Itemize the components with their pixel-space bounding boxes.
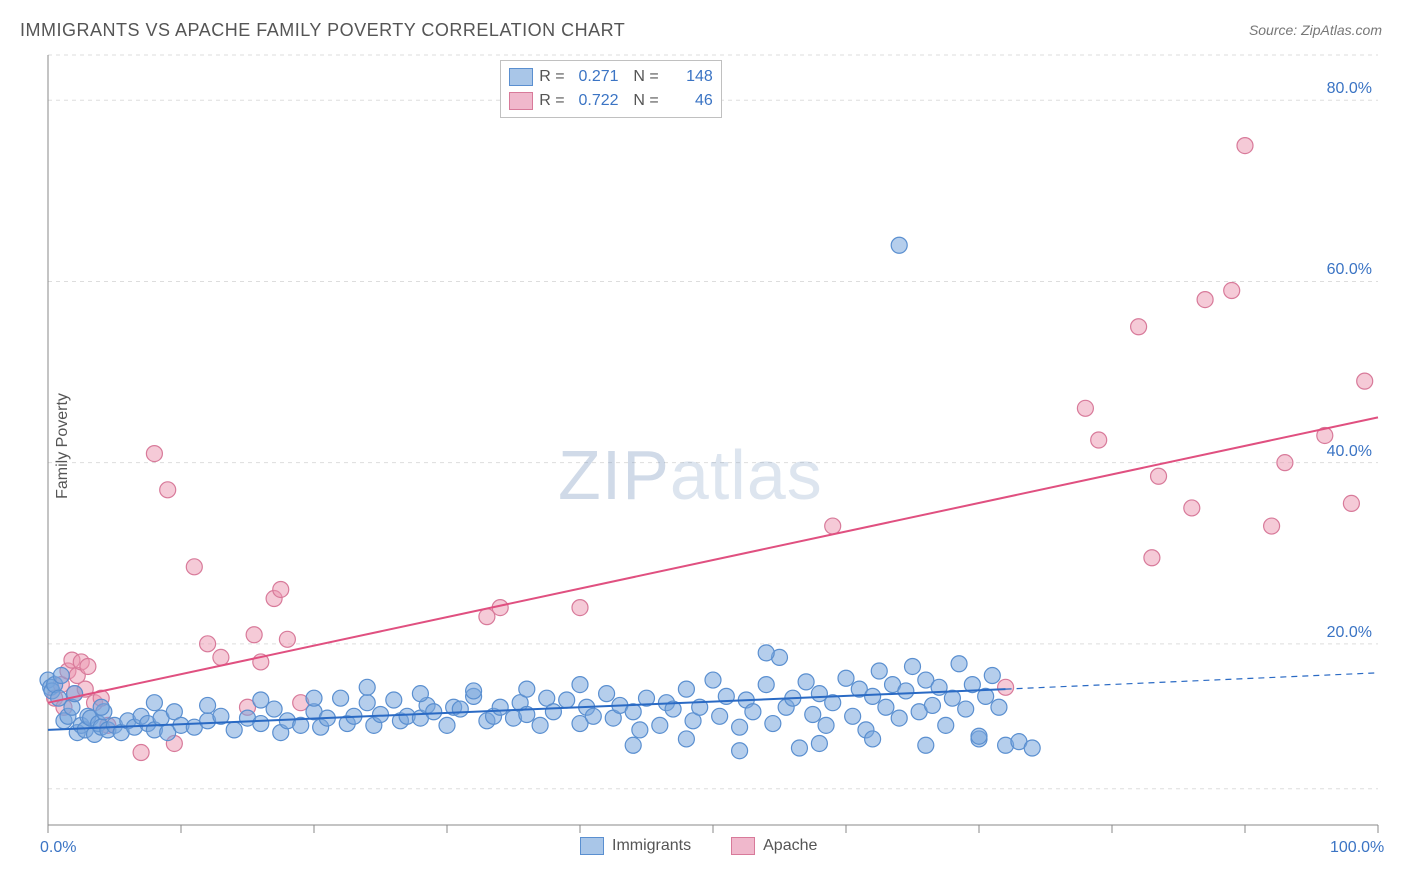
stat-legend: R = 0.271 N = 148 R = 0.722 N = 46	[500, 60, 722, 118]
legend-swatch	[509, 68, 533, 86]
y-tick-label: 20.0%	[1327, 624, 1372, 642]
source-label: Source: ZipAtlas.com	[1249, 22, 1382, 38]
stat-n-label: N =	[625, 92, 659, 110]
legend-label: Immigrants	[612, 837, 691, 855]
stat-r-label: R =	[539, 68, 564, 86]
chart-container: IMMIGRANTS VS APACHE FAMILY POVERTY CORR…	[0, 0, 1406, 892]
bottom-legend: Immigrants Apache	[580, 837, 817, 855]
chart-title: IMMIGRANTS VS APACHE FAMILY POVERTY CORR…	[20, 20, 625, 41]
y-tick-label: 80.0%	[1327, 80, 1372, 98]
chart-svg	[48, 55, 1378, 825]
y-tick-label: 60.0%	[1327, 261, 1372, 279]
stat-n-value: 46	[665, 92, 713, 110]
x-tick-label: 0.0%	[40, 839, 76, 857]
stat-r-label: R =	[539, 92, 564, 110]
stat-n-label: N =	[625, 68, 659, 86]
stat-n-value: 148	[665, 68, 713, 86]
plot-area: ZIPatlas R =0.271 N =148R =0.722 N =46 2…	[48, 55, 1378, 825]
legend-swatch	[509, 92, 533, 110]
legend-swatch	[580, 837, 604, 855]
legend-swatch	[731, 837, 755, 855]
stat-r-value: 0.271	[571, 68, 619, 86]
legend-label: Apache	[763, 837, 817, 855]
stat-r-value: 0.722	[571, 92, 619, 110]
bottom-legend-item: Apache	[731, 837, 817, 855]
stat-legend-row: R = 0.722 N = 46	[509, 89, 713, 113]
stat-legend-row: R = 0.271 N = 148	[509, 65, 713, 89]
y-tick-label: 40.0%	[1327, 443, 1372, 461]
bottom-legend-item: Immigrants	[580, 837, 691, 855]
x-tick-label: 100.0%	[1330, 839, 1384, 857]
